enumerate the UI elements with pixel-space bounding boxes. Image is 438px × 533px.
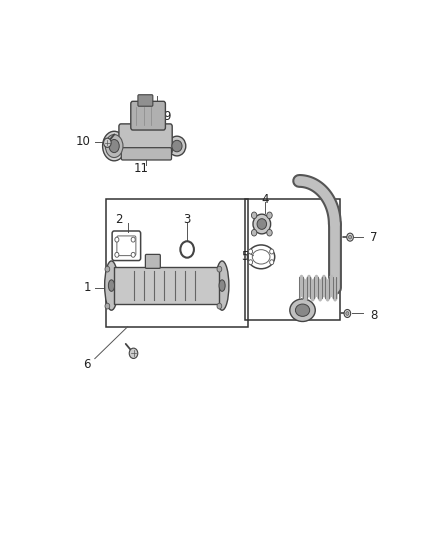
Circle shape <box>251 212 257 219</box>
Ellipse shape <box>290 299 315 321</box>
Ellipse shape <box>105 134 123 158</box>
Circle shape <box>131 237 135 242</box>
Ellipse shape <box>172 140 182 152</box>
FancyBboxPatch shape <box>119 124 172 154</box>
Circle shape <box>105 266 110 272</box>
Ellipse shape <box>168 136 186 156</box>
Text: 3: 3 <box>184 213 191 227</box>
Text: 10: 10 <box>76 135 91 148</box>
Circle shape <box>115 252 119 257</box>
Circle shape <box>103 138 111 147</box>
Text: 1: 1 <box>83 281 91 294</box>
Bar <box>245 199 340 320</box>
Circle shape <box>270 249 274 254</box>
Text: 7: 7 <box>370 231 378 244</box>
Text: 9: 9 <box>163 110 170 123</box>
Ellipse shape <box>253 214 271 234</box>
Circle shape <box>344 310 351 318</box>
Ellipse shape <box>257 219 267 229</box>
Text: 6: 6 <box>83 358 91 371</box>
Circle shape <box>270 260 274 265</box>
Ellipse shape <box>219 280 225 292</box>
Text: 2: 2 <box>115 213 122 227</box>
Circle shape <box>115 237 119 242</box>
Ellipse shape <box>105 261 118 310</box>
Circle shape <box>347 233 353 241</box>
Ellipse shape <box>109 140 119 152</box>
Circle shape <box>251 229 257 236</box>
FancyBboxPatch shape <box>131 101 166 130</box>
Bar <box>114 267 219 304</box>
Circle shape <box>346 312 349 316</box>
Ellipse shape <box>108 280 114 292</box>
Circle shape <box>129 348 138 359</box>
Circle shape <box>267 212 272 219</box>
Circle shape <box>248 260 253 265</box>
Circle shape <box>105 303 110 309</box>
Ellipse shape <box>102 131 126 161</box>
Circle shape <box>217 266 222 272</box>
Text: 11: 11 <box>134 162 149 175</box>
Bar <box>106 199 248 327</box>
Text: 5: 5 <box>241 251 248 263</box>
Circle shape <box>267 229 272 236</box>
FancyBboxPatch shape <box>121 148 172 160</box>
Circle shape <box>349 235 352 239</box>
Ellipse shape <box>295 304 310 317</box>
Circle shape <box>248 249 253 254</box>
Text: 4: 4 <box>261 193 269 206</box>
Ellipse shape <box>215 261 229 310</box>
FancyBboxPatch shape <box>145 254 160 268</box>
Circle shape <box>131 252 135 257</box>
FancyBboxPatch shape <box>138 95 153 106</box>
Text: 8: 8 <box>370 309 378 321</box>
Circle shape <box>217 303 222 309</box>
